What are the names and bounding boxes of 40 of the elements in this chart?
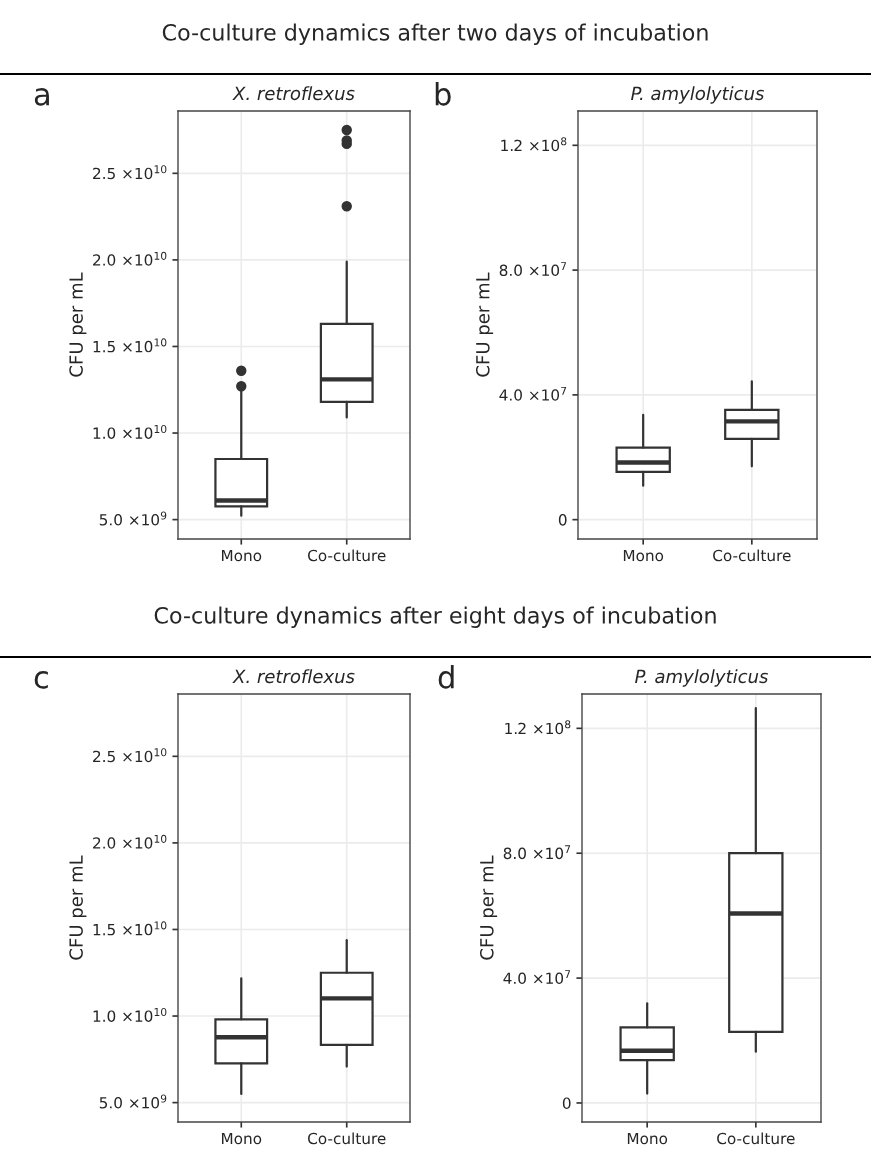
y-tick-label: 1.5 ×10$^{10}$	[93, 338, 167, 353]
y-tick-label: 2.0 ×10$^{10}$	[93, 251, 167, 266]
text: a	[34, 88, 49, 106]
y-tick-label: 5.0 ×10$^{9}$	[99, 511, 167, 526]
y-tick-label: 8.0 ×10$^{7}$	[499, 262, 567, 277]
y-tick-label: 2.0 ×10$^{10}$	[93, 834, 167, 849]
y-tick-label: 1.5 ×10$^{10}$	[93, 921, 167, 936]
x-tick-label: Mono	[627, 1132, 668, 1145]
chart-title: P. amylolyticus	[635, 669, 769, 687]
text: Co-culture dynamics after two days of incubation	[162, 23, 708, 45]
chart-title: X. retroflexus	[232, 669, 355, 684]
y-tick-label: 8.0 ×10$^{7}$	[503, 845, 571, 860]
chart-title: P. amylolyticus	[631, 86, 765, 104]
x-tick-label: Mono	[221, 549, 262, 562]
y-tick-label: 4.0 ×10$^{7}$	[499, 386, 567, 401]
y-tick-label: 0	[562, 1097, 571, 1109]
y-tick-label: 1.2 ×10$^{8}$	[505, 720, 571, 735]
text: b	[435, 82, 451, 106]
x-tick-label: Co-culture	[717, 1132, 795, 1145]
y-tick-label: 1.0 ×10$^{10}$	[93, 424, 167, 439]
y-tick-label: 2.5 ×10$^{10}$	[93, 165, 167, 180]
text: c	[34, 671, 48, 689]
y-tick-label: 1.0 ×10$^{10}$	[93, 1007, 167, 1022]
y-tick-label: 0	[558, 514, 567, 526]
y-axis-title: CFU per mL	[69, 272, 87, 377]
chart-title: X. retroflexus	[232, 86, 355, 101]
text: Co-culture dynamics after eight days of incubation	[154, 606, 716, 628]
x-tick-label: Mono	[623, 549, 664, 562]
x-tick-label: Co-culture	[713, 549, 791, 562]
x-tick-label: Co-culture	[308, 1132, 386, 1145]
y-axis-title: CFU per mL	[69, 855, 87, 960]
text: d	[438, 665, 454, 689]
x-tick-label: Co-culture	[308, 549, 386, 562]
y-tick-label: 4.0 ×10$^{7}$	[503, 970, 571, 984]
y-tick-label: 5.0 ×10$^{9}$	[99, 1094, 167, 1109]
x-tick-label: Mono	[221, 1132, 262, 1145]
y-axis-title: CFU per mL	[479, 855, 498, 960]
y-tick-label: 2.5 ×10$^{10}$	[93, 748, 167, 763]
y-axis-title: CFU per mL	[475, 272, 494, 377]
y-tick-label: 1.2 ×10$^{8}$	[501, 137, 567, 152]
